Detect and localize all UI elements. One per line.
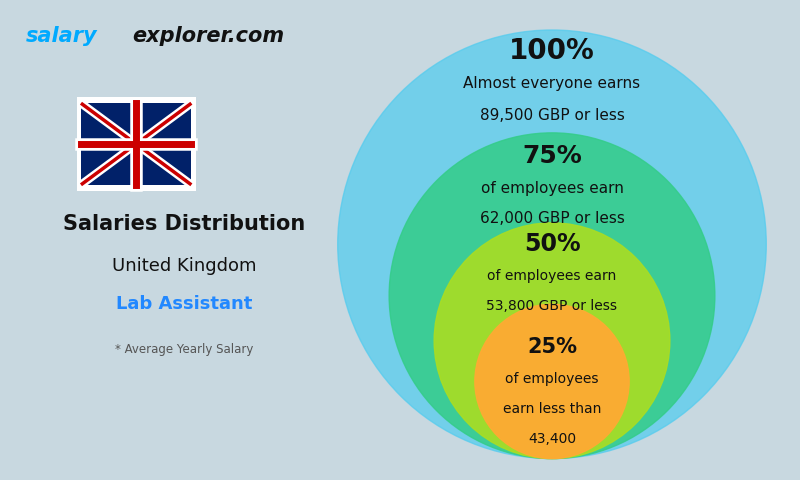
Text: of employees earn: of employees earn	[487, 269, 617, 283]
Text: 43,400: 43,400	[528, 432, 576, 446]
Text: earn less than: earn less than	[503, 402, 601, 416]
Text: salary: salary	[26, 26, 98, 47]
Circle shape	[475, 304, 629, 458]
Text: 62,000 GBP or less: 62,000 GBP or less	[479, 211, 625, 226]
Text: United Kingdom: United Kingdom	[112, 257, 256, 275]
Text: 89,500 GBP or less: 89,500 GBP or less	[479, 108, 625, 123]
Text: explorer.com: explorer.com	[133, 26, 285, 47]
Text: 50%: 50%	[524, 232, 580, 256]
Text: of employees: of employees	[506, 372, 598, 386]
Text: Salaries Distribution: Salaries Distribution	[63, 214, 305, 234]
Text: 25%: 25%	[527, 337, 577, 357]
Bar	[81, 103, 191, 185]
Text: Lab Assistant: Lab Assistant	[116, 295, 252, 313]
Text: 100%: 100%	[509, 37, 595, 65]
Circle shape	[338, 30, 766, 458]
Bar	[77, 97, 196, 191]
Circle shape	[389, 133, 715, 458]
Text: 75%: 75%	[522, 144, 582, 168]
Text: of employees earn: of employees earn	[481, 181, 623, 196]
Text: Almost everyone earns: Almost everyone earns	[463, 76, 641, 91]
Text: * Average Yearly Salary: * Average Yearly Salary	[115, 343, 253, 356]
Text: 53,800 GBP or less: 53,800 GBP or less	[486, 300, 618, 313]
Circle shape	[434, 223, 670, 458]
